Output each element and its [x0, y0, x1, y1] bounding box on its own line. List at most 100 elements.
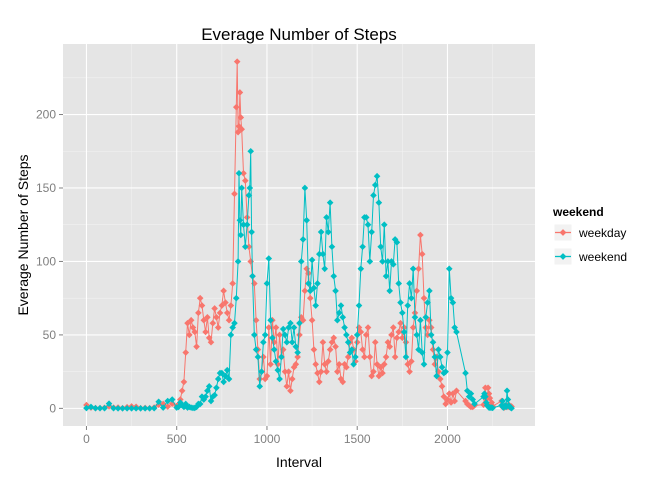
data-point-weekend: [325, 228, 332, 236]
data-point-weekend: [232, 294, 240, 302]
data-point-weekday: [189, 324, 197, 331]
data-point-weekday: [223, 309, 231, 317]
data-point-weekend: [444, 349, 451, 356]
data-point-weekend: [341, 324, 348, 331]
legend-title: weekend: [552, 205, 604, 219]
data-point-weekend: [464, 387, 471, 395]
data-point-weekend: [316, 250, 323, 258]
data-point-weekend: [370, 192, 377, 199]
data-point-weekend: [453, 328, 460, 336]
y-tick-label: 150: [36, 181, 56, 195]
data-point-weekday: [440, 393, 448, 400]
data-point-weekday: [232, 103, 240, 111]
data-point-weekend: [317, 228, 325, 236]
data-point-weekend: [312, 302, 319, 309]
data-point-weekday: [341, 360, 348, 368]
data-point-weekend: [449, 299, 457, 306]
data-point-weekend: [252, 346, 260, 353]
data-point-weekday: [229, 280, 236, 287]
data-point-weekday: [182, 349, 190, 356]
data-point-weekend: [146, 405, 153, 412]
data-point-weekday: [225, 316, 233, 324]
data-point-weekend: [119, 405, 126, 412]
data-point-weekend: [141, 405, 149, 412]
x-axis-ticks: 0 500 1000 1500 2000: [83, 426, 461, 446]
data-point-weekday: [265, 324, 273, 331]
data-point-weekend: [132, 405, 140, 412]
data-point-weekday: [462, 397, 469, 405]
data-point-weekday: [335, 360, 343, 368]
data-point-weekend: [274, 366, 282, 374]
data-point-weekday: [261, 375, 269, 383]
data-point-weekend: [348, 346, 356, 353]
data-point-weekend: [408, 294, 415, 302]
data-point-weekday: [196, 294, 204, 302]
data-point-weekday: [393, 334, 401, 342]
data-point-weekend: [177, 399, 184, 406]
data-point-weekday: [413, 287, 421, 295]
data-point-weekend: [469, 396, 477, 403]
data-point-weekday: [164, 403, 171, 410]
data-point-weekday: [334, 368, 341, 375]
data-point-weekday: [227, 302, 235, 309]
data-point-weekend: [256, 383, 264, 390]
data-point-weekend: [114, 405, 122, 412]
data-point-weekday: [436, 375, 444, 383]
data-point-weekday: [343, 363, 350, 371]
data-point-weekend: [371, 181, 379, 189]
data-point-weekend: [377, 243, 384, 251]
data-point-weekday: [395, 328, 403, 336]
data-point-weekend: [290, 324, 298, 331]
data-point-weekday: [240, 169, 247, 177]
data-point-weekend: [238, 184, 245, 192]
data-point-weekend: [272, 358, 280, 365]
data-point-weekend: [211, 391, 218, 399]
data-point-weekday: [237, 114, 245, 121]
data-point-weekday: [281, 368, 289, 375]
data-point-weekend: [128, 405, 135, 412]
data-point-weekday: [308, 316, 316, 324]
data-point-weekend: [222, 372, 229, 380]
data-point-weekend: [251, 331, 258, 339]
data-point-weekday: [274, 360, 282, 368]
data-point-weekday: [429, 346, 437, 353]
data-point-weekend: [296, 319, 303, 327]
data-point-weekday: [242, 177, 249, 184]
data-point-weekend: [223, 366, 231, 374]
data-point-weekday: [431, 360, 439, 368]
y-tick-label: 50: [43, 328, 57, 342]
data-point-weekend: [350, 360, 357, 368]
data-point-weekday: [222, 299, 229, 306]
data-point-weekday: [279, 346, 287, 353]
data-point-weekday: [388, 331, 395, 339]
data-point-weekend: [328, 243, 336, 251]
data-point-weekend: [164, 397, 171, 405]
data-point-weekend: [281, 331, 289, 339]
data-point-weekend: [175, 403, 182, 411]
x-tick-label: 2000: [434, 432, 461, 446]
data-point-weekend: [380, 221, 388, 229]
data-point-weekend: [306, 287, 314, 295]
series-weekend: [83, 147, 515, 412]
data-point-weekend: [288, 338, 296, 346]
data-point-weekend: [384, 258, 392, 265]
data-point-weekend: [263, 280, 271, 287]
data-point-weekend: [390, 261, 397, 268]
data-point-weekday: [288, 375, 296, 383]
data-point-weekend: [278, 353, 285, 361]
data-point-weekday: [283, 383, 291, 390]
data-point-weekend: [301, 184, 309, 192]
data-point-weekday: [207, 338, 215, 346]
data-point-weekend: [227, 331, 235, 339]
data-point-weekend: [400, 328, 408, 336]
data-point-weekday: [252, 316, 260, 324]
data-point-weekend: [330, 272, 338, 280]
data-point-weekday: [187, 316, 195, 324]
data-point-weekday: [371, 338, 379, 346]
data-point-weekday: [198, 302, 206, 309]
x-axis-title: Interval: [276, 454, 322, 470]
data-point-weekend: [182, 400, 190, 408]
data-point-weekday: [267, 360, 274, 368]
data-point-weekend: [335, 309, 343, 317]
